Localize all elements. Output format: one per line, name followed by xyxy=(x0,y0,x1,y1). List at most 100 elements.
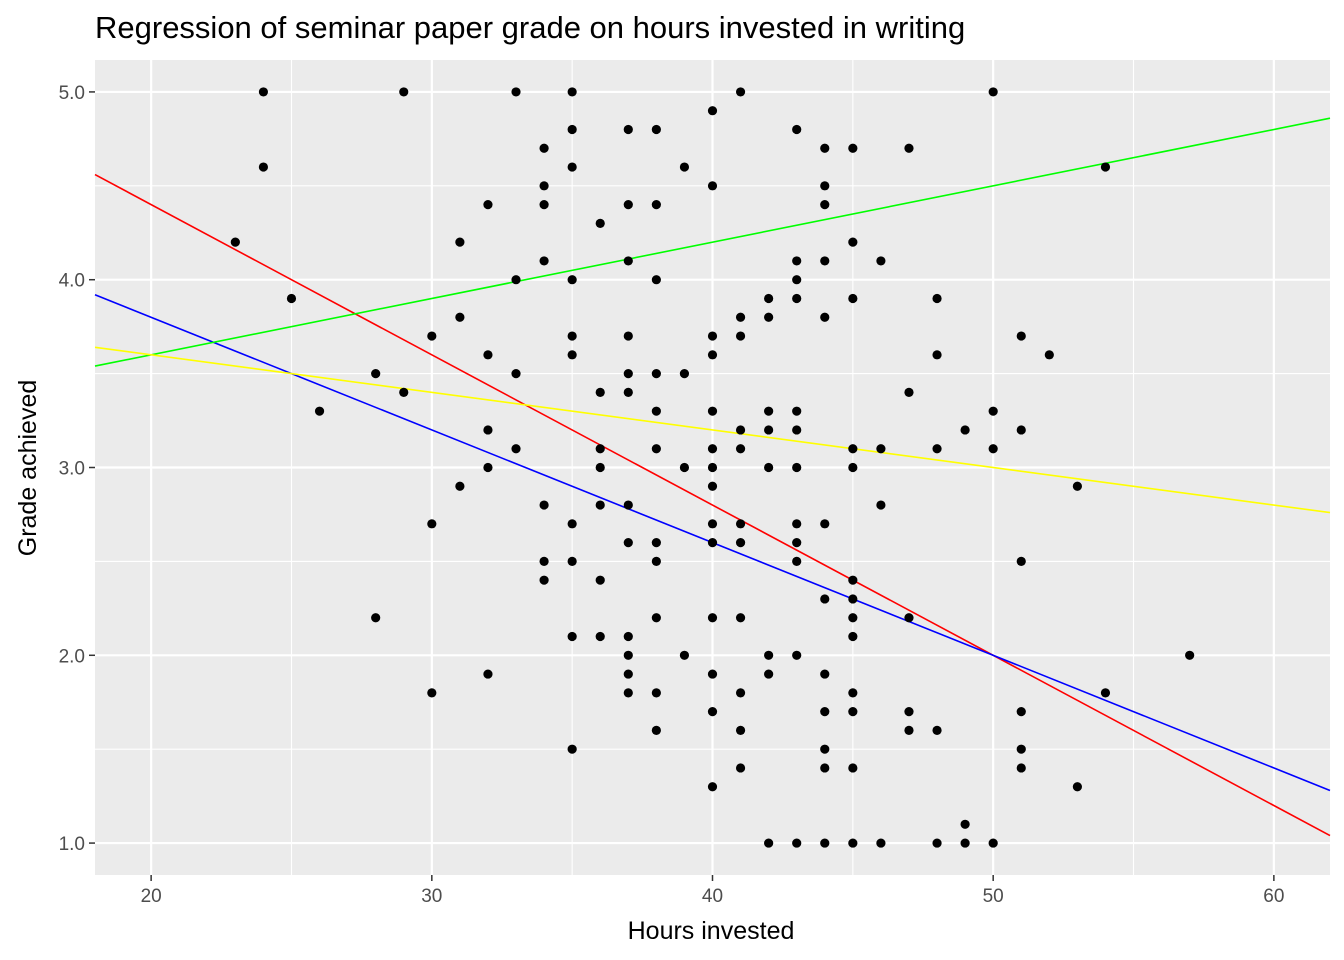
regression-line xyxy=(94,173,1331,837)
regression-line xyxy=(94,346,1331,514)
data-point xyxy=(792,256,802,266)
data-point xyxy=(707,669,718,679)
data-point xyxy=(1016,331,1026,341)
data-point xyxy=(651,613,661,623)
y-tick-label: 2.0 xyxy=(59,646,85,667)
data-point xyxy=(455,481,465,491)
data-point xyxy=(623,669,633,679)
data-point xyxy=(792,462,802,473)
data-point xyxy=(1044,350,1054,360)
data-point xyxy=(679,462,690,473)
data-point xyxy=(960,425,970,435)
data-point xyxy=(539,181,549,191)
data-point xyxy=(960,819,970,829)
data-point xyxy=(707,782,718,792)
data-point xyxy=(1072,481,1082,491)
data-points xyxy=(230,87,1195,848)
data-point xyxy=(623,369,633,379)
data-point xyxy=(792,124,802,135)
data-point xyxy=(1185,650,1195,660)
data-point xyxy=(820,594,830,604)
x-tick-label: 20 xyxy=(141,886,162,907)
data-point xyxy=(483,199,493,210)
data-point xyxy=(735,613,746,623)
data-point xyxy=(1100,162,1111,172)
data-point xyxy=(623,500,633,510)
x-tick-label: 60 xyxy=(1263,886,1284,907)
x-axis-ticks: 20 30 40 50 60 xyxy=(141,875,1284,907)
data-point xyxy=(511,87,521,97)
data-point xyxy=(651,199,661,210)
data-point xyxy=(792,538,802,548)
data-point xyxy=(595,500,605,510)
y-axis-title: Grade achieved xyxy=(14,380,42,557)
y-tick-label: 1.0 xyxy=(59,834,85,855)
data-point xyxy=(707,538,718,548)
data-point xyxy=(651,538,661,548)
chart-title: Regression of seminar paper grade on hou… xyxy=(95,10,966,45)
data-point xyxy=(988,444,998,454)
data-point xyxy=(820,256,830,266)
data-point xyxy=(735,519,746,529)
data-point xyxy=(792,650,802,660)
regression-line xyxy=(94,117,1331,367)
data-point xyxy=(623,124,633,135)
data-point xyxy=(1072,782,1082,792)
data-point xyxy=(707,350,718,360)
data-point xyxy=(820,707,830,717)
data-point xyxy=(792,406,802,416)
x-tick-label: 50 xyxy=(983,886,1004,907)
data-point xyxy=(792,556,802,566)
data-point xyxy=(623,387,633,397)
data-point xyxy=(735,444,746,454)
data-point xyxy=(707,462,718,473)
data-point xyxy=(679,162,690,172)
data-point xyxy=(848,462,858,473)
data-point xyxy=(735,87,746,97)
data-point xyxy=(595,631,605,642)
x-tick-label: 40 xyxy=(702,886,723,907)
data-point xyxy=(848,707,858,717)
data-point xyxy=(820,181,830,191)
data-point xyxy=(764,669,774,679)
data-point xyxy=(764,650,774,660)
data-point xyxy=(988,87,998,97)
data-point xyxy=(1016,425,1026,435)
data-point xyxy=(735,688,746,698)
data-point xyxy=(679,369,690,379)
data-point xyxy=(651,444,661,454)
data-point xyxy=(1016,707,1026,717)
data-point xyxy=(623,688,633,698)
data-point xyxy=(651,725,661,736)
data-point xyxy=(904,143,914,153)
data-point xyxy=(623,331,633,341)
data-point xyxy=(1016,556,1026,566)
data-point xyxy=(848,763,858,773)
data-point xyxy=(567,275,577,285)
data-point xyxy=(483,425,493,435)
data-point xyxy=(567,744,577,754)
data-point xyxy=(932,350,942,360)
data-point xyxy=(511,444,521,454)
data-point xyxy=(427,688,437,698)
data-point xyxy=(820,312,830,322)
data-point xyxy=(848,237,858,247)
data-point xyxy=(651,124,661,135)
data-point xyxy=(707,331,718,341)
data-point xyxy=(455,312,465,322)
data-point xyxy=(1100,688,1111,698)
data-point xyxy=(1016,763,1026,773)
data-point xyxy=(988,406,998,416)
data-point xyxy=(707,406,718,416)
data-point xyxy=(848,444,858,454)
data-point xyxy=(735,538,746,548)
data-point xyxy=(735,725,746,736)
data-point xyxy=(848,143,858,153)
data-point xyxy=(820,744,830,754)
data-point xyxy=(848,688,858,698)
y-tick-label: 5.0 xyxy=(59,83,85,104)
regression-lines xyxy=(94,117,1331,837)
data-point xyxy=(792,425,802,435)
data-point xyxy=(427,519,437,529)
data-point xyxy=(651,556,661,566)
